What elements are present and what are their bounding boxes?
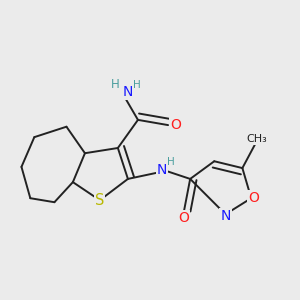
Text: N: N [220,209,231,223]
Text: H: H [167,157,175,167]
Text: N: N [123,85,133,99]
Text: O: O [179,211,190,225]
Text: O: O [170,118,181,132]
Text: N: N [157,163,167,177]
Text: H: H [111,78,119,91]
Text: H: H [133,80,141,89]
Text: S: S [95,193,104,208]
Text: O: O [248,191,259,205]
Text: CH₃: CH₃ [247,134,268,144]
